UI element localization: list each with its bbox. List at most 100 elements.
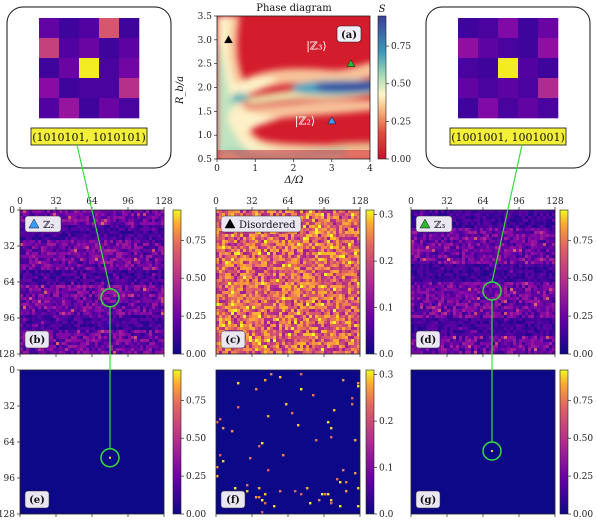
lattice-cell — [219, 285, 222, 288]
lattice-cell — [300, 243, 303, 246]
lattice-y-tick-label: 96 — [4, 314, 16, 324]
lattice-cell — [50, 270, 53, 273]
lattice-cell — [137, 234, 140, 237]
lattice-cell — [80, 231, 83, 234]
lattice-cell — [273, 273, 276, 276]
lattice-cell — [231, 273, 234, 276]
lattice-cell — [327, 240, 330, 243]
lattice-cell — [110, 276, 113, 279]
lattice-cell — [249, 327, 252, 330]
lattice-cell — [321, 300, 324, 303]
lattice-cell — [273, 270, 276, 273]
lattice-cell — [53, 315, 56, 318]
lattice-cell — [279, 318, 282, 321]
lattice-cell — [522, 210, 525, 213]
lattice-cell — [26, 327, 29, 330]
lattice-cell — [92, 348, 95, 351]
lattice-cell — [143, 321, 146, 324]
lattice-cell — [279, 267, 282, 270]
lattice-cell — [41, 291, 44, 294]
lattice-cell — [270, 339, 273, 342]
lattice-cell — [261, 312, 264, 315]
lattice-cell — [50, 210, 53, 213]
lattice-cell — [222, 291, 225, 294]
lattice-cell — [158, 216, 161, 219]
lattice-cell — [80, 273, 83, 276]
lattice-cell — [282, 342, 285, 345]
lattice-cell — [273, 345, 276, 348]
lattice-cell — [354, 246, 357, 249]
lattice-cell — [342, 279, 345, 282]
lattice-cell — [270, 330, 273, 333]
lattice-cell — [86, 300, 89, 303]
lattice-cell — [435, 213, 438, 216]
lattice-cell — [23, 267, 26, 270]
lattice-cell — [152, 243, 155, 246]
lattice-cell — [276, 315, 279, 318]
lattice-colorbar-tick-label: 0.2 — [379, 257, 393, 267]
lattice-cell — [68, 333, 71, 336]
lattice-cell — [128, 330, 131, 333]
lattice-cell — [303, 246, 306, 249]
lattice-cell — [143, 210, 146, 213]
lattice-cell — [279, 288, 282, 291]
lattice-cell — [249, 324, 252, 327]
lattice-cell — [38, 249, 41, 252]
lattice-cell — [216, 327, 219, 330]
lattice-cell — [336, 237, 339, 240]
lattice-cell — [477, 216, 480, 219]
lattice-cell — [342, 252, 345, 255]
lattice-cell — [300, 231, 303, 234]
lattice-cell — [282, 303, 285, 306]
lattice-cell — [116, 225, 119, 228]
lattice-cell — [38, 291, 41, 294]
lattice-cell — [101, 267, 104, 270]
lattice-cell — [89, 339, 92, 342]
lattice-cell — [243, 258, 246, 261]
lattice-cell — [240, 246, 243, 249]
lattice-cell — [309, 255, 312, 258]
lattice-cell — [342, 294, 345, 297]
lattice-cell — [86, 339, 89, 342]
lattice-cell — [300, 240, 303, 243]
lattice-cell — [219, 237, 222, 240]
lattice-cell — [107, 243, 110, 246]
lattice-cell — [29, 273, 32, 276]
lattice-cell — [20, 255, 23, 258]
lattice-cell — [228, 213, 231, 216]
inset-cell — [99, 98, 119, 118]
lattice-cell — [152, 312, 155, 315]
lattice-cell — [116, 306, 119, 309]
lattice-cell — [315, 249, 318, 252]
lattice-cell — [321, 306, 324, 309]
lattice-cell — [32, 243, 35, 246]
lattice-cell — [300, 261, 303, 264]
lattice-cell — [288, 294, 291, 297]
lattice-cell — [113, 261, 116, 264]
lattice-cell — [50, 261, 53, 264]
lattice-cell — [131, 228, 134, 231]
lattice-cell — [128, 210, 131, 213]
lattice-cell — [146, 264, 149, 267]
lattice-cell — [216, 300, 219, 303]
lattice-cell — [342, 255, 345, 258]
lattice-cell — [309, 309, 312, 312]
lattice-cell — [110, 255, 113, 258]
lattice-cell — [297, 321, 300, 324]
lattice-cell — [65, 273, 68, 276]
lattice-cell — [65, 246, 68, 249]
lattice-cell — [47, 282, 50, 285]
lattice-cell — [158, 333, 161, 336]
lattice-cell — [288, 237, 291, 240]
lattice-cell — [137, 237, 140, 240]
lattice-cell — [315, 237, 318, 240]
lattice-cell — [125, 282, 128, 285]
lattice-cell — [279, 321, 282, 324]
lattice-cell — [345, 210, 348, 213]
lattice-cell — [140, 300, 143, 303]
lattice-cell — [330, 306, 333, 309]
lattice-cell — [345, 219, 348, 222]
lattice-cell — [95, 255, 98, 258]
lattice-cell — [89, 336, 92, 339]
